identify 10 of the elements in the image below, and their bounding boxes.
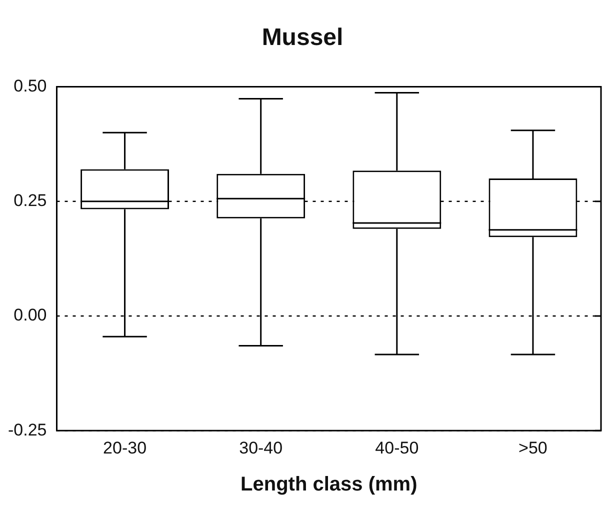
y-tick-label: 0.50 bbox=[14, 76, 47, 96]
x-tick-label: 30-40 bbox=[239, 438, 283, 458]
y-tick-label: 0.00 bbox=[14, 306, 47, 325]
x-tick-label: 40-50 bbox=[375, 438, 419, 458]
x-tick-label: >50 bbox=[518, 438, 548, 458]
chart-title: Mussel bbox=[262, 24, 344, 52]
x-tick-label: 20-30 bbox=[103, 438, 147, 458]
y-tick-label: -0.25 bbox=[8, 420, 47, 440]
x-axis-title: Length class (mm) bbox=[240, 474, 418, 496]
y-tick-label: 0.25 bbox=[14, 191, 47, 210]
